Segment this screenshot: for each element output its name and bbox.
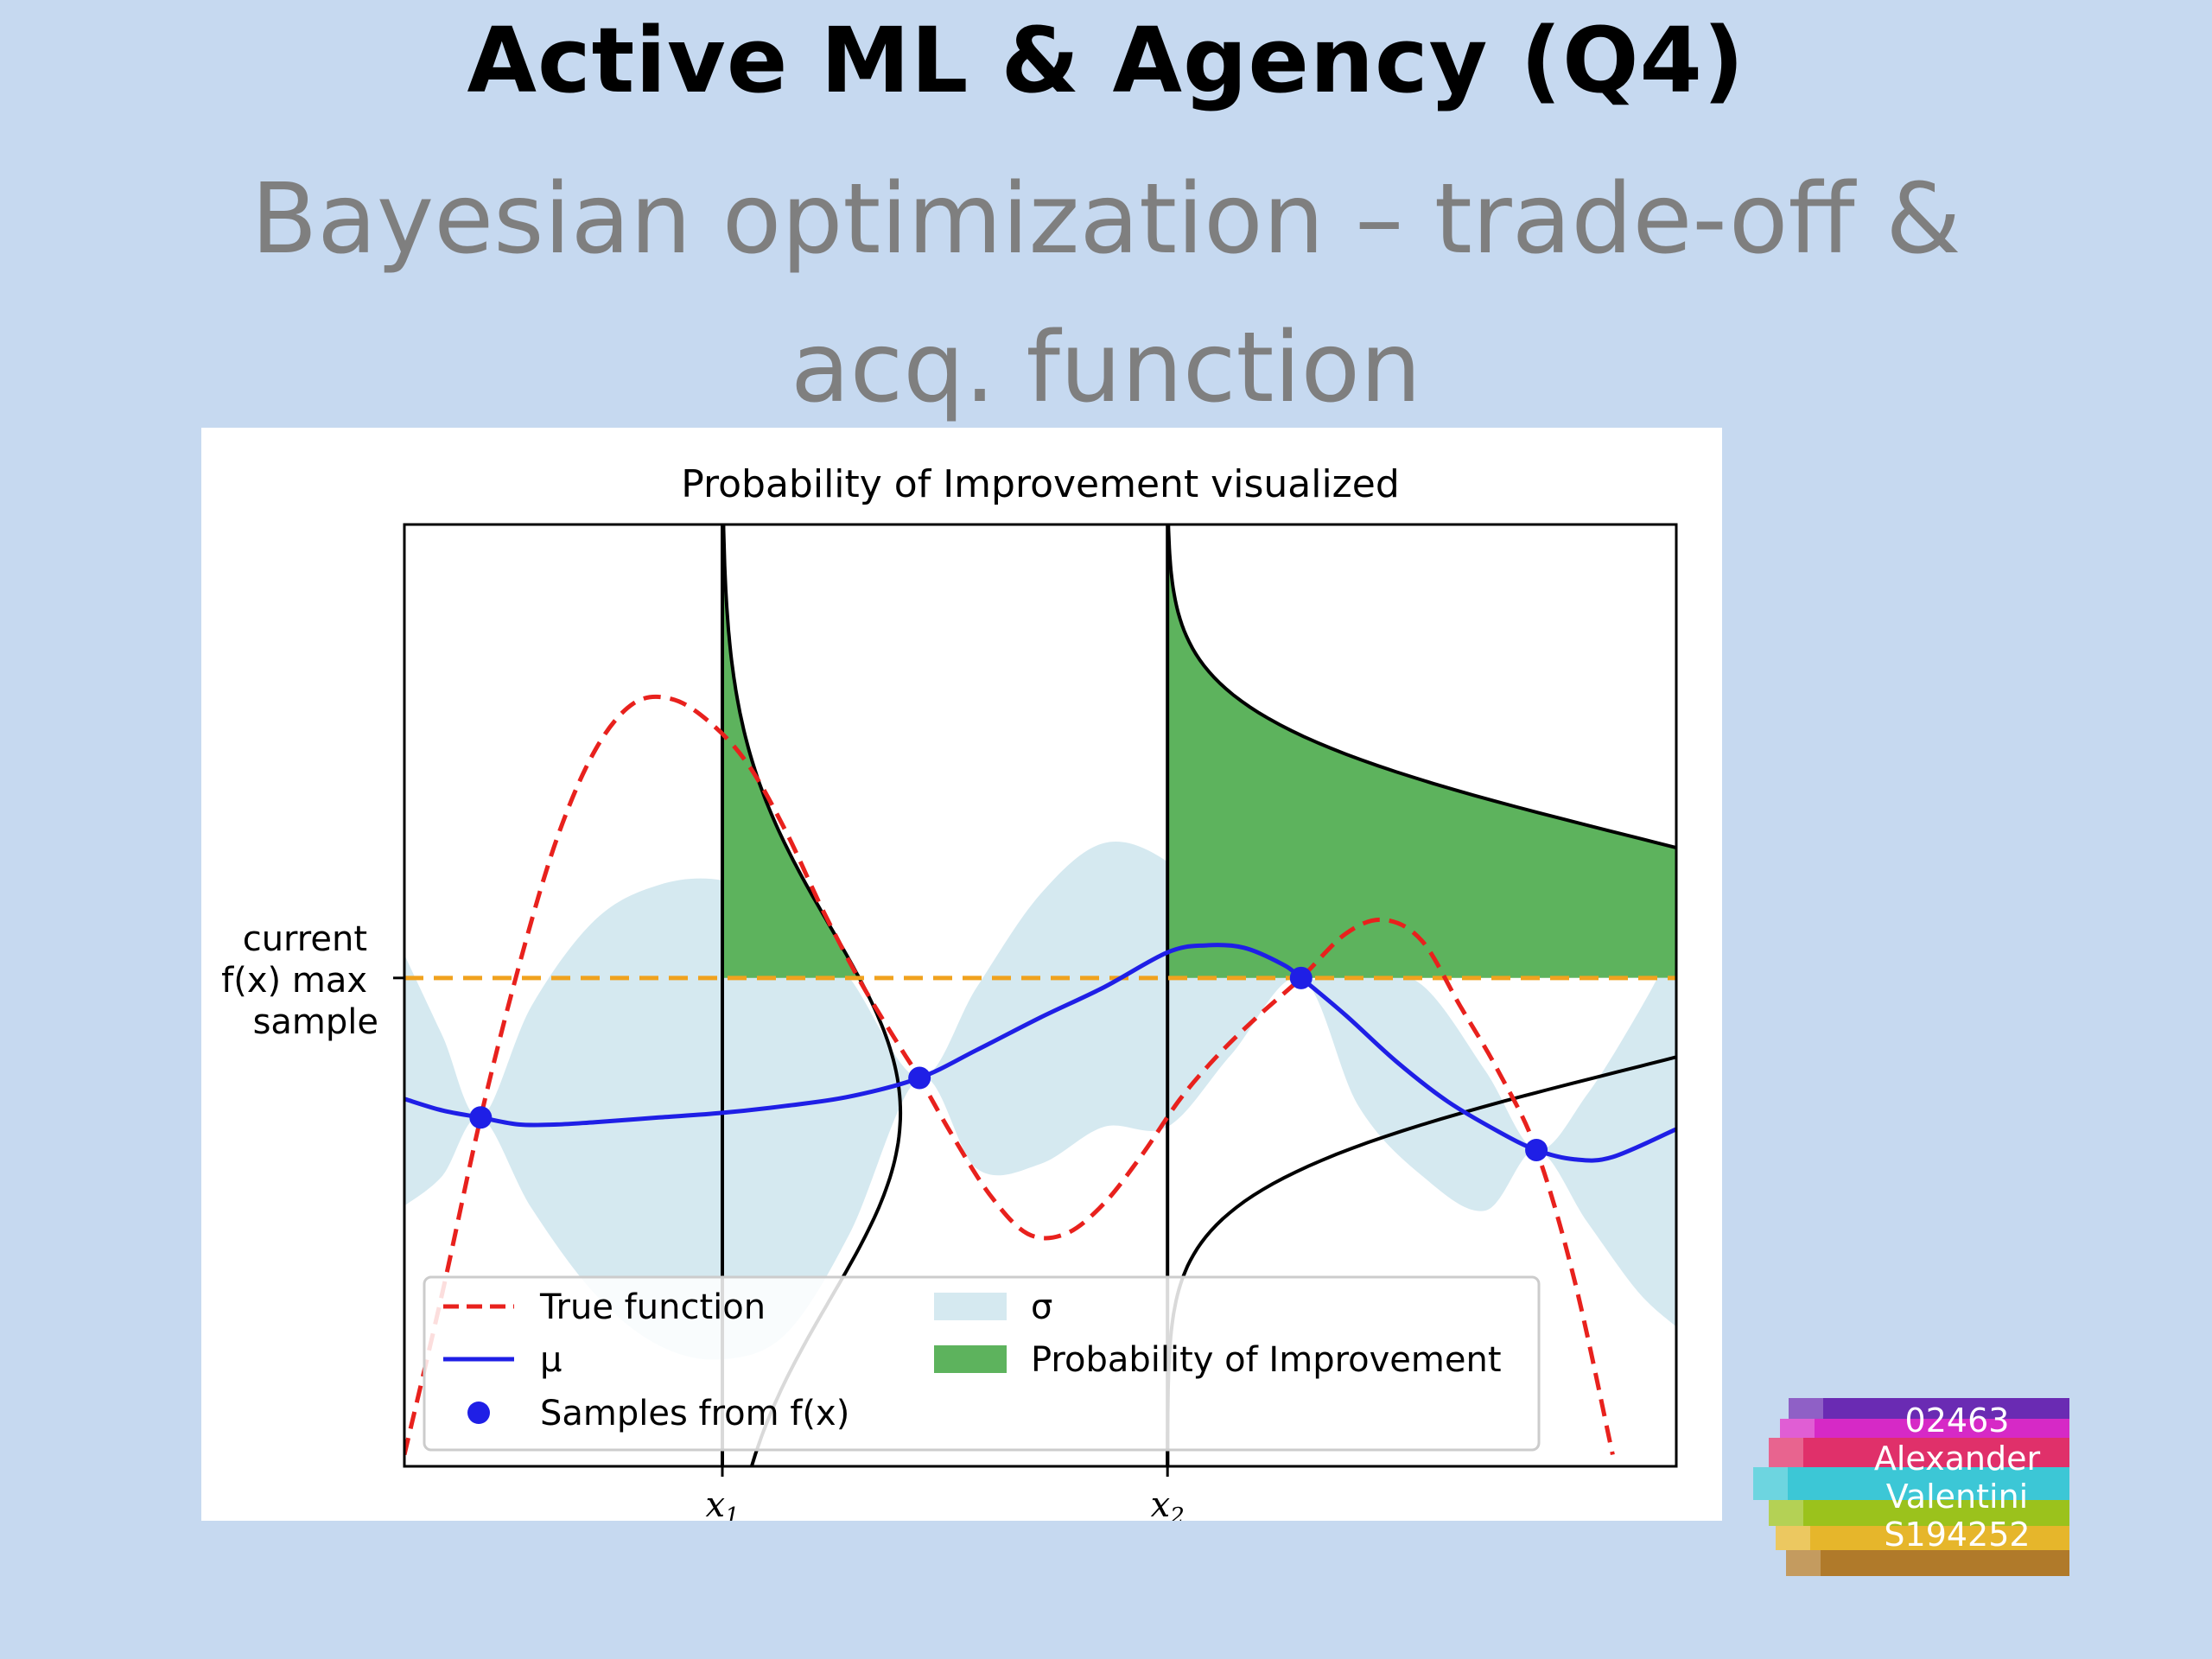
chart-figure: Probability of Improvement visualized cu… xyxy=(201,428,1722,1521)
slide-title: Active ML & Agency (Q4) xyxy=(467,8,1745,113)
legend-label-3: Samples from f(x) xyxy=(540,1394,849,1433)
badge-stack-graphic xyxy=(1753,1398,2078,1576)
mu-line xyxy=(404,943,1676,1163)
badge-last-name: Valentini xyxy=(1885,1478,2029,1516)
chart-title: Probability of Improvement visualized xyxy=(681,462,1400,506)
legend-label-4: σ xyxy=(1031,1287,1052,1327)
pi-region-1 xyxy=(722,524,860,978)
legend-label-1: True function xyxy=(539,1287,766,1327)
true-function-line xyxy=(404,694,1615,1456)
legend-swatch-4 xyxy=(934,1293,1007,1320)
badge-first-name: Alexander xyxy=(1873,1440,2041,1478)
sample-point-4 xyxy=(1525,1138,1548,1161)
legend-swatch-3 xyxy=(467,1402,490,1424)
slide-subtitle-line-2: acq. function xyxy=(790,312,1422,424)
badge-bar-end-6 xyxy=(1776,1526,1810,1550)
badge-bar-end-2 xyxy=(1780,1419,1815,1441)
y-annotation-line-1: current xyxy=(243,919,367,959)
x-axis-ticks: x1 x2 xyxy=(705,1466,1185,1521)
legend-label-2: μ xyxy=(540,1340,562,1380)
sample-point-3 xyxy=(1289,966,1313,989)
x-tick-label-2: x2 xyxy=(1151,1485,1185,1521)
badge-bar-6 xyxy=(1776,1526,2069,1550)
sample-point-1 xyxy=(469,1106,493,1129)
badge-bar-2 xyxy=(1780,1419,2078,1441)
axes-frame xyxy=(403,523,1678,1468)
x-tick-label-1: x1 xyxy=(705,1485,739,1521)
legend-label-5: Probability of Improvement xyxy=(1031,1340,1502,1380)
badge-bar-end-3 xyxy=(1769,1438,1803,1467)
slide-subtitle: Bayesian optimization – trade-off & acq.… xyxy=(138,145,2074,442)
pi-chart: Probability of Improvement visualized cu… xyxy=(221,462,1678,1521)
pi-region-2 xyxy=(1167,524,1676,978)
badge-student-id: S194252 xyxy=(1884,1516,2031,1554)
y-annotation-line-3: sample xyxy=(253,1002,378,1042)
badge-bar-end-7 xyxy=(1786,1550,1821,1576)
legend: True function μ Samples from f(x) σ Probabil… xyxy=(423,1275,1541,1452)
y-annotation-line-2: f(x) max xyxy=(221,961,367,1001)
course-badge: 02463 Alexander Valentini S194252 xyxy=(1750,1382,2078,1590)
badge-bar-3 xyxy=(1769,1438,2078,1467)
badge-bar-end-5 xyxy=(1769,1500,1803,1526)
slide-subtitle-line-1: Bayesian optimization – trade-off & xyxy=(251,163,1961,276)
badge-bar-7 xyxy=(1786,1550,2069,1576)
sample-point-2 xyxy=(908,1066,931,1090)
badge-bar-5 xyxy=(1769,1500,2069,1526)
badge-bar-4 xyxy=(1753,1467,2069,1500)
badge-bar-end-4 xyxy=(1753,1467,1788,1500)
badge-course-code: 02463 xyxy=(1904,1402,2010,1440)
legend-swatch-5 xyxy=(934,1345,1007,1373)
